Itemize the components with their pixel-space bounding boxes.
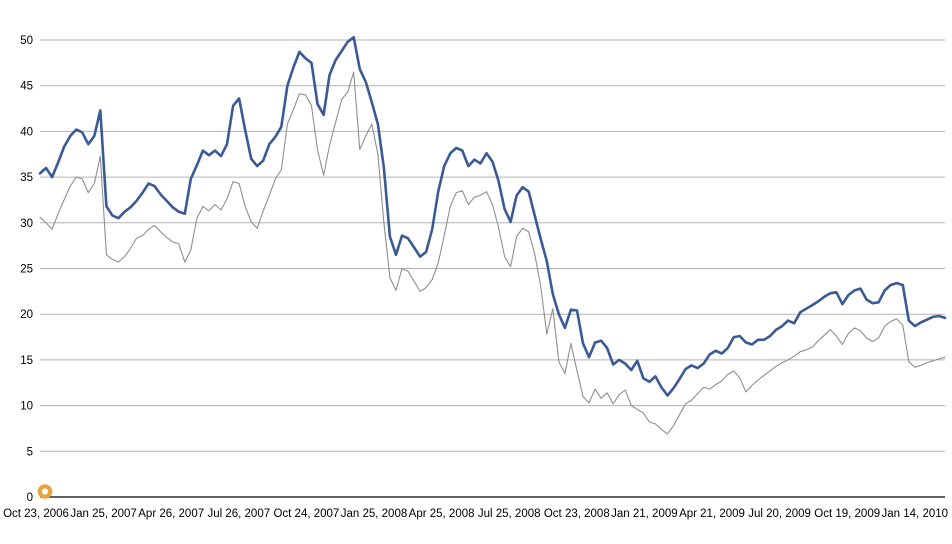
x-axis-tick-label: Jan 21, 2009: [611, 508, 678, 520]
origin-donut-marker: [37, 484, 53, 499]
y-axis-tick-label: 20: [20, 309, 33, 321]
x-axis-tick-label: Jul 20, 2009: [748, 508, 811, 520]
y-axis-tick-label: 30: [20, 218, 33, 230]
y-axis-tick-label: 10: [20, 401, 33, 413]
y-axis-tick-label: 25: [20, 264, 33, 276]
y-axis-tick-label: 15: [20, 355, 33, 367]
y-axis-tick-label: 45: [20, 81, 33, 93]
series-secondary-gray-line: [39, 71, 946, 435]
y-axis-tick-label: 0: [27, 492, 33, 504]
x-axis-tick-label: Apr 21, 2009: [679, 508, 745, 520]
x-axis-tick-label: Jul 26, 2007: [207, 508, 270, 520]
x-axis-tick-label: Apr 26, 2007: [138, 508, 204, 520]
x-axis-tick-label: Jan 25, 2007: [70, 508, 137, 520]
y-axis-tick-label: 50: [20, 35, 33, 47]
x-axis-tick-label: Oct 19, 2009: [814, 508, 880, 520]
y-axis-tick-label: 35: [20, 172, 33, 184]
x-axis-tick-label: Oct 24, 2007: [273, 508, 339, 520]
x-axis-tick-label: Jan 14, 2010: [882, 508, 949, 520]
x-axis-tick-label: Jul 25, 2008: [478, 508, 541, 520]
x-axis-tick-label: Apr 25, 2008: [409, 508, 475, 520]
x-axis-tick-label: Jan 25, 2008: [341, 508, 408, 520]
series-primary-blue-line: [38, 35, 947, 397]
y-axis-tick-label: 5: [27, 446, 33, 458]
y-axis-tick-label: 40: [20, 126, 33, 138]
x-axis-tick-label: Oct 23, 2008: [544, 508, 610, 520]
x-axis-tick-label: Oct 23, 2006: [3, 508, 69, 520]
